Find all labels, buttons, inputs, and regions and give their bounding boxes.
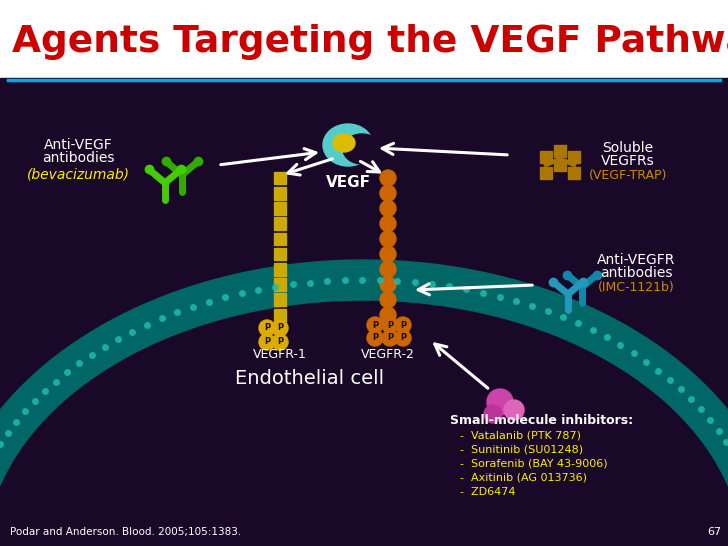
Circle shape — [382, 317, 398, 333]
Text: VEGFR-2: VEGFR-2 — [361, 348, 415, 361]
Circle shape — [367, 317, 383, 333]
Circle shape — [380, 185, 396, 201]
Text: P: P — [277, 323, 283, 333]
Text: P: P — [400, 334, 406, 342]
Circle shape — [380, 200, 396, 216]
Text: P: P — [400, 321, 406, 329]
Text: P: P — [387, 334, 393, 342]
Text: antibodies: antibodies — [41, 151, 114, 165]
Circle shape — [272, 334, 288, 350]
Circle shape — [380, 216, 396, 232]
Circle shape — [380, 307, 396, 323]
Circle shape — [259, 320, 275, 336]
Circle shape — [272, 320, 288, 336]
Polygon shape — [0, 260, 728, 492]
Text: VEGFRs: VEGFRs — [601, 154, 655, 168]
Text: P: P — [387, 321, 393, 329]
Bar — [0, 78, 728, 546]
Ellipse shape — [323, 124, 373, 166]
Circle shape — [380, 262, 396, 277]
Text: VEGFR-1: VEGFR-1 — [253, 348, 307, 361]
Text: 67: 67 — [707, 527, 721, 537]
Text: (IMC-1121b): (IMC-1121b) — [598, 282, 674, 294]
Text: P: P — [264, 337, 270, 347]
Text: antibodies: antibodies — [600, 266, 672, 280]
Text: (bevacizumab): (bevacizumab) — [26, 167, 130, 181]
Circle shape — [380, 246, 396, 262]
Text: Podar and Anderson. Blood. 2005;105:1383.: Podar and Anderson. Blood. 2005;105:1383… — [10, 527, 241, 537]
Text: Anti-VEGFR: Anti-VEGFR — [597, 253, 675, 267]
Text: Endothelial cell: Endothelial cell — [235, 369, 384, 388]
Text: Soluble: Soluble — [603, 141, 654, 155]
Circle shape — [259, 334, 275, 350]
Text: P: P — [277, 337, 283, 347]
Circle shape — [380, 231, 396, 247]
Text: -  Sorafenib (BAY 43-9006): - Sorafenib (BAY 43-9006) — [460, 459, 608, 469]
Circle shape — [380, 292, 396, 308]
Circle shape — [484, 405, 502, 423]
Text: -  Vatalanib (PTK 787): - Vatalanib (PTK 787) — [460, 431, 581, 441]
Text: -  Axitinib (AG 013736): - Axitinib (AG 013736) — [460, 473, 587, 483]
Circle shape — [504, 400, 524, 420]
Text: Small-molecule inhibitors:: Small-molecule inhibitors: — [450, 413, 633, 426]
Circle shape — [395, 330, 411, 346]
Text: (VEGF-TRAP): (VEGF-TRAP) — [589, 169, 667, 182]
Circle shape — [380, 277, 396, 293]
Bar — [0, 0, 728, 78]
Ellipse shape — [343, 134, 381, 164]
Text: Agents Targeting the VEGF Pathway: Agents Targeting the VEGF Pathway — [12, 24, 728, 60]
Circle shape — [380, 170, 396, 186]
Circle shape — [382, 330, 398, 346]
Text: VEGF: VEGF — [325, 175, 371, 190]
Circle shape — [487, 389, 513, 415]
Text: Anti-VEGF: Anti-VEGF — [44, 138, 112, 152]
Circle shape — [367, 330, 383, 346]
Text: -  Sunitinib (SU01248): - Sunitinib (SU01248) — [460, 445, 583, 455]
Text: -  ZD6474: - ZD6474 — [460, 487, 515, 497]
Text: P: P — [372, 334, 378, 342]
Circle shape — [395, 317, 411, 333]
Ellipse shape — [333, 134, 355, 152]
Text: P: P — [264, 323, 270, 333]
Text: P: P — [372, 321, 378, 329]
